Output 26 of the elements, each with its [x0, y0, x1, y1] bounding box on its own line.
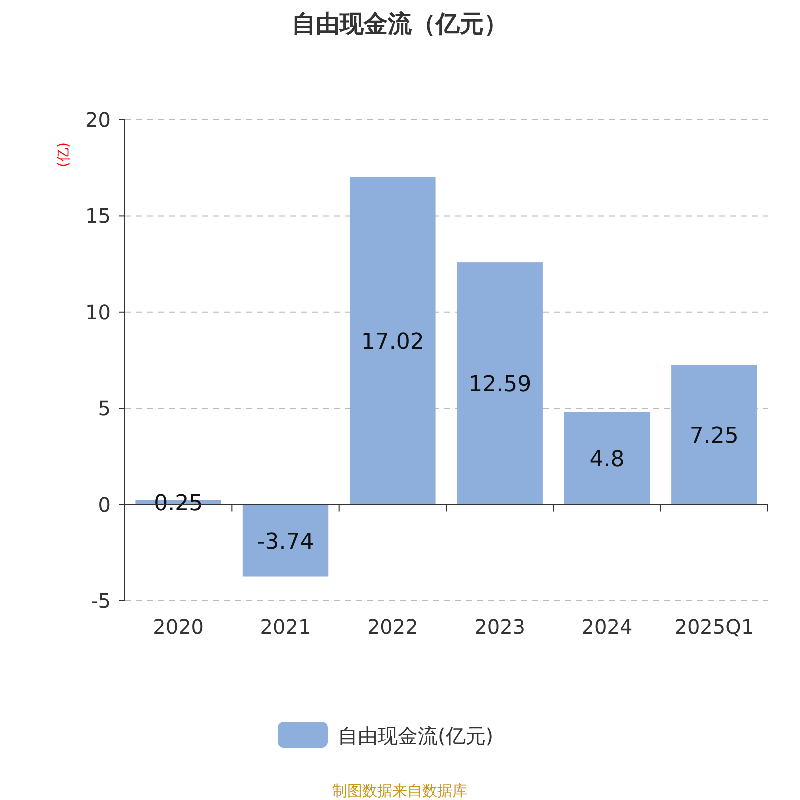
- y-axis-title: (亿): [56, 142, 72, 168]
- bar: [242, 504, 329, 577]
- y-tick-label: -5: [91, 589, 111, 613]
- x-tick-label: 2025Q1: [674, 615, 754, 639]
- data-label: 17.02: [361, 330, 424, 356]
- bar: [672, 365, 758, 505]
- bar: [564, 412, 650, 505]
- bar: [457, 262, 543, 505]
- x-tick-label: 2024: [582, 615, 633, 639]
- y-tick-label: 20: [86, 108, 111, 132]
- data-label: 12.59: [468, 372, 532, 398]
- y-tick-label: 5: [98, 396, 111, 421]
- x-tick-label: 2021: [260, 615, 312, 639]
- data-label: 7.25: [690, 424, 739, 450]
- bar: [350, 177, 436, 505]
- x-tick-label: 2023: [474, 615, 526, 639]
- y-tick-label: 10: [86, 300, 111, 324]
- chart-title: 自由现金流（亿元）: [292, 10, 508, 38]
- x-tick-label: 2022: [367, 615, 418, 639]
- x-tick-label: 2020: [153, 615, 204, 639]
- data-label: 4.8: [590, 448, 625, 473]
- text: 制图数据来自数据库: [332, 782, 468, 800]
- y-tick-label: 15: [86, 204, 111, 228]
- legend-label: 自由现金流(亿元): [338, 724, 494, 748]
- data-label: -3.74: [257, 530, 314, 555]
- y-tick-label: 0: [98, 492, 111, 517]
